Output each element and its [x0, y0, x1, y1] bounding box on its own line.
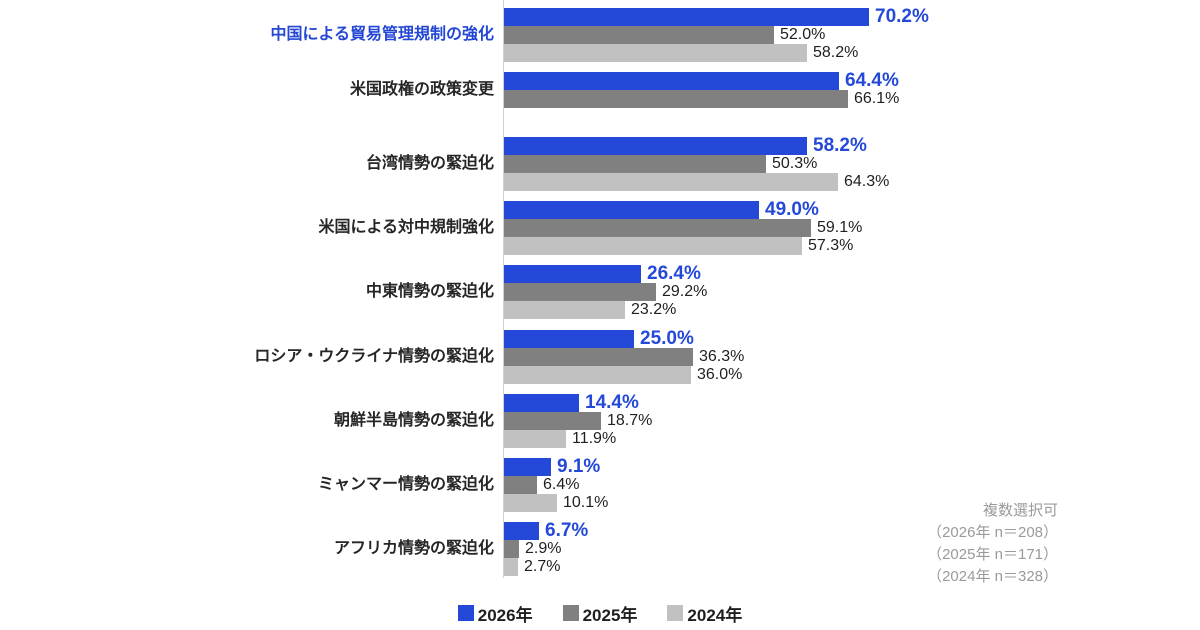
value-label-2025: 6.4% [543, 476, 580, 493]
legend-item-2025: 2025年 [562, 601, 638, 626]
category-label: 米国による対中規制強化 [318, 219, 494, 236]
bar-2026 [504, 330, 634, 348]
value-label-2024: 64.3% [844, 173, 890, 190]
value-label-2024: 2.7% [524, 558, 561, 575]
value-label-2025: 18.7% [607, 412, 653, 429]
value-label-2025: 2.9% [525, 540, 562, 557]
legend-swatch-2024-icon [667, 605, 684, 621]
bar-2026 [504, 458, 551, 476]
bar-2025 [504, 283, 656, 301]
value-label-2024: 58.2% [813, 44, 859, 61]
value-label-2026: 70.2% [875, 6, 929, 27]
category-label: 中国による貿易管理規制の強化 [270, 26, 494, 43]
bar-2026 [504, 137, 807, 155]
value-label-2024: 11.9% [572, 430, 617, 447]
value-label-2026: 58.2% [813, 135, 867, 156]
bar-2025 [504, 155, 766, 173]
bar-2024 [504, 494, 557, 512]
value-label-2025: 29.2% [662, 283, 708, 300]
legend-label-2024: 2024年 [687, 605, 743, 625]
legend-item-2026: 2026年 [457, 601, 533, 626]
bar-2024 [504, 237, 802, 255]
value-label-2024: 36.0% [697, 366, 743, 383]
value-label-2026: 64.4% [845, 70, 899, 91]
bar-2026 [504, 8, 869, 26]
category-label: ロシア・ウクライナ情勢の緊迫化 [254, 348, 494, 365]
bar-2025 [504, 540, 519, 558]
category-label: 台湾情勢の緊迫化 [365, 155, 494, 172]
bar-2025 [504, 90, 848, 108]
value-label-2026: 25.0% [640, 328, 694, 349]
bar-2024 [504, 430, 566, 448]
value-label-2025: 66.1% [854, 90, 900, 107]
legend-swatch-2025-icon [562, 605, 579, 621]
value-label-2024: 57.3% [808, 237, 854, 254]
value-label-2024: 10.1% [563, 494, 609, 511]
value-label-2026: 26.4% [647, 263, 701, 284]
bar-2024 [504, 366, 691, 384]
value-label-2025: 59.1% [817, 219, 863, 236]
legend: 2026年 2025年 2024年 [0, 600, 1200, 626]
value-label-2025: 52.0% [780, 26, 826, 43]
value-label-2026: 14.4% [585, 392, 639, 413]
bar-2024 [504, 173, 838, 191]
note-n-2026: （2026年 n＝208） [927, 524, 1058, 541]
axis-line [503, 0, 504, 578]
value-label-2025: 50.3% [772, 155, 818, 172]
note-n-2024: （2024年 n＝328） [927, 568, 1058, 585]
bar-2025 [504, 476, 537, 494]
note-n-2025: （2025年 n＝171） [927, 546, 1058, 563]
category-label: アフリカ情勢の緊迫化 [333, 540, 494, 557]
bar-2024 [504, 558, 518, 576]
bar-2025 [504, 26, 774, 44]
value-label-2024: 23.2% [631, 301, 677, 318]
note-multi-select: 複数選択可 [982, 502, 1058, 519]
bar-2026 [504, 522, 539, 540]
value-label-2026: 6.7% [545, 520, 589, 541]
bar-2024 [504, 44, 807, 62]
bar-2026 [504, 265, 641, 283]
legend-swatch-2026-icon [457, 605, 474, 621]
bar-2026 [504, 72, 839, 90]
legend-label-2025: 2025年 [582, 605, 638, 625]
bar-2025 [504, 219, 811, 237]
category-label: 米国政権の政策変更 [349, 81, 494, 98]
bar-2026 [504, 201, 759, 219]
value-label-2026: 49.0% [765, 199, 819, 220]
category-label: 中東情勢の緊迫化 [365, 283, 494, 300]
bar-2025 [504, 348, 693, 366]
bar-2024 [504, 301, 625, 319]
legend-item-2024: 2024年 [667, 601, 742, 626]
survey-note: 複数選択可 （2026年 n＝208） （2025年 n＝171） （2024年… [927, 500, 1058, 588]
bar-2026 [504, 394, 579, 412]
value-label-2026: 9.1% [557, 456, 601, 477]
category-label: 朝鮮半島情勢の緊迫化 [333, 412, 494, 429]
value-label-2025: 36.3% [699, 348, 745, 365]
category-label: ミャンマー情勢の緊迫化 [317, 476, 494, 493]
bar-2025 [504, 412, 601, 430]
legend-label-2026: 2026年 [477, 605, 533, 625]
